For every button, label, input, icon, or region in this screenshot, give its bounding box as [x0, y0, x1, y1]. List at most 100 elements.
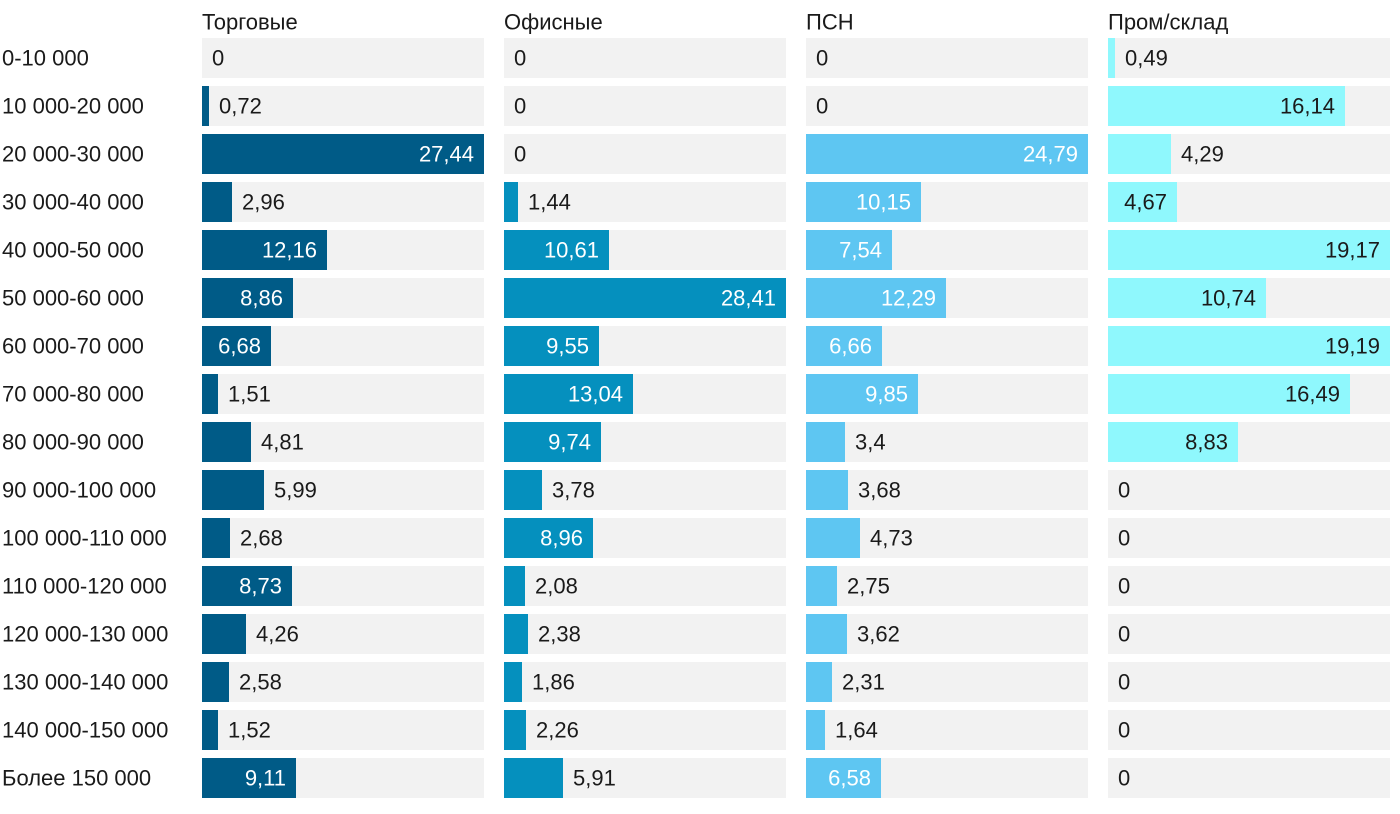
- bar: [806, 182, 921, 222]
- bar: [1108, 38, 1115, 78]
- data-label: 4,29: [1181, 142, 1224, 167]
- bar-track: [202, 710, 484, 750]
- bar: [806, 614, 847, 654]
- bar-track: [202, 38, 484, 78]
- data-label: 0: [1118, 526, 1130, 551]
- data-label: 12,16: [262, 238, 317, 263]
- category-label: 20 000-30 000: [2, 142, 144, 167]
- bar-track: [1108, 470, 1390, 510]
- data-label: 0: [816, 46, 828, 71]
- bar-track: [504, 470, 786, 510]
- data-label: 0: [1118, 478, 1130, 503]
- data-label: 4,81: [261, 430, 304, 455]
- bar: [1108, 134, 1171, 174]
- data-label: 2,96: [242, 190, 285, 215]
- bar-track: [806, 710, 1088, 750]
- bar: [202, 566, 292, 606]
- bar: [806, 326, 882, 366]
- data-label: 27,44: [419, 142, 474, 167]
- category-label: 40 000-50 000: [2, 238, 144, 263]
- bar-track: [504, 38, 786, 78]
- data-label: 12,29: [881, 286, 936, 311]
- category-label: 30 000-40 000: [2, 190, 144, 215]
- bar: [806, 710, 825, 750]
- data-label: 5,99: [274, 478, 317, 503]
- data-label: 0,72: [219, 94, 262, 119]
- bar-track: [504, 86, 786, 126]
- bar: [1108, 326, 1390, 366]
- category-label: 60 000-70 000: [2, 334, 144, 359]
- bar: [806, 230, 892, 270]
- bar: [202, 422, 251, 462]
- bar: [1108, 422, 1238, 462]
- bar-track: [806, 662, 1088, 702]
- bar-track: [806, 566, 1088, 606]
- data-label: 0: [816, 94, 828, 119]
- bar: [504, 374, 633, 414]
- data-label: 5,91: [573, 766, 616, 791]
- bar: [504, 710, 526, 750]
- data-label: 2,58: [239, 670, 282, 695]
- data-label: 4,73: [870, 526, 913, 551]
- data-label: 10,61: [544, 238, 599, 263]
- data-label: 9,74: [548, 430, 591, 455]
- bar: [806, 518, 860, 558]
- bar: [202, 614, 246, 654]
- panel-title: Торговые: [202, 10, 298, 35]
- category-label: 50 000-60 000: [2, 286, 144, 311]
- bar-track: [504, 566, 786, 606]
- bar: [202, 470, 264, 510]
- bar: [1108, 230, 1390, 270]
- data-label: 16,49: [1285, 382, 1340, 407]
- data-label: 8,96: [540, 526, 583, 551]
- bar-track: [806, 614, 1088, 654]
- data-label: 8,86: [240, 286, 283, 311]
- bar-track: [806, 422, 1088, 462]
- bar: [1108, 86, 1345, 126]
- panel-title: Офисные: [504, 10, 603, 35]
- data-label: 19,19: [1325, 334, 1380, 359]
- data-label: 1,51: [228, 382, 271, 407]
- bar: [202, 86, 209, 126]
- bar-track: [806, 470, 1088, 510]
- data-label: 2,68: [240, 526, 283, 551]
- bar: [806, 134, 1088, 174]
- bar: [504, 470, 542, 510]
- bar: [504, 278, 786, 318]
- category-label: 130 000-140 000: [2, 670, 168, 695]
- bar: [504, 422, 601, 462]
- bar-track: [202, 182, 484, 222]
- category-label: 10 000-20 000: [2, 94, 144, 119]
- data-label: 1,52: [228, 718, 271, 743]
- bar: [202, 134, 484, 174]
- bar-track: [202, 662, 484, 702]
- bar: [1108, 278, 1266, 318]
- bar: [504, 758, 563, 798]
- bar-track: [202, 518, 484, 558]
- bar: [202, 374, 218, 414]
- bar: [202, 758, 296, 798]
- data-label: 1,64: [835, 718, 878, 743]
- data-label: 0: [514, 142, 526, 167]
- bar-track: [504, 614, 786, 654]
- bar: [806, 422, 845, 462]
- bar-track: [504, 134, 786, 174]
- data-label: 10,15: [856, 190, 911, 215]
- bar-track: [1108, 758, 1390, 798]
- category-label: 140 000-150 000: [2, 718, 168, 743]
- category-label: 120 000-130 000: [2, 622, 168, 647]
- data-label: 3,62: [857, 622, 900, 647]
- bar: [1108, 374, 1350, 414]
- data-label: 6,68: [218, 334, 261, 359]
- bar-track: [1108, 518, 1390, 558]
- data-label: 3,4: [855, 430, 886, 455]
- bar: [202, 230, 327, 270]
- data-label: 2,38: [538, 622, 581, 647]
- data-label: 13,04: [568, 382, 623, 407]
- bar: [806, 758, 881, 798]
- data-label: 0: [514, 46, 526, 71]
- category-label: 100 000-110 000: [2, 526, 167, 551]
- data-label: 0: [514, 94, 526, 119]
- category-label: 90 000-100 000: [2, 478, 156, 503]
